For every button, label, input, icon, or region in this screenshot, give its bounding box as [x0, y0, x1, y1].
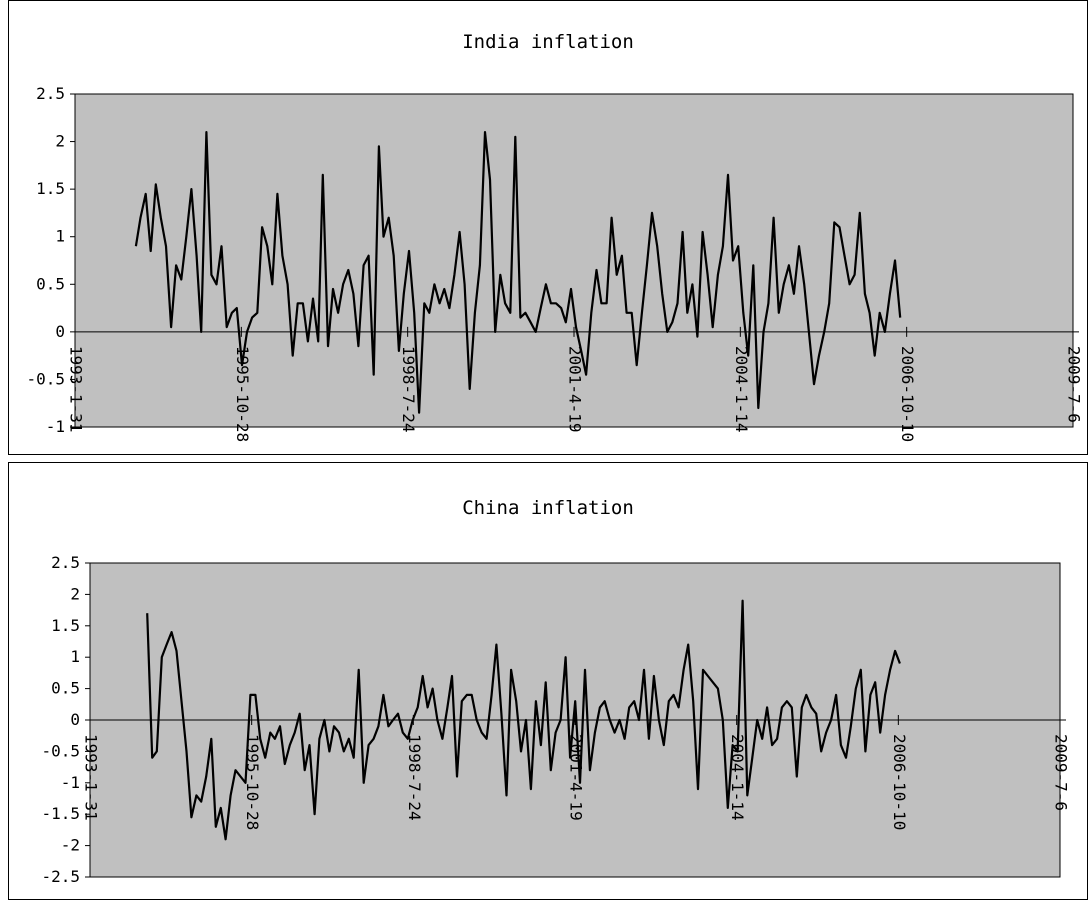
x-tick-label: 2004-1-14 — [728, 734, 747, 821]
y-tick-label: 2.5 — [51, 553, 80, 572]
y-tick-label: 0.5 — [51, 679, 80, 698]
y-tick-label: -2 — [61, 836, 80, 855]
y-tick-label: 1 — [70, 647, 80, 666]
y-tick-label: -1.5 — [41, 804, 80, 823]
y-tick-label: -1 — [46, 417, 65, 436]
x-tick-label: 2004-1-14 — [732, 346, 751, 433]
y-tick-label: 1 — [55, 227, 65, 246]
y-tick-label: 0 — [55, 322, 65, 341]
series-line — [146, 599, 901, 841]
y-tick-label: -0.5 — [26, 369, 65, 388]
y-tick-label: -1 — [61, 773, 80, 792]
x-tick-label: 2006-10-10 — [890, 734, 909, 830]
plot-area — [74, 93, 1074, 428]
y-tick-label: 1.5 — [36, 179, 65, 198]
x-tick-label: 1998-7-24 — [405, 734, 424, 821]
y-tick-label: 0.5 — [36, 274, 65, 293]
india-plot: 2.5 2 1.5 1 0.5 0 -0.5 -1 1993-1-31 1995-10-28 199… — [26, 84, 1084, 442]
china-plot: 2.5 2 1.5 1 0.5 0 -0.5 -1 -1.5 -2 -2.5 1993-1-31 199… — [41, 553, 1071, 886]
india-chart: India inflation 2.5 2 1.5 1 0.5 0 -0.5 -1 1993-1… — [8, 0, 1088, 455]
x-tick-label: 2009-7-6 — [1065, 346, 1084, 423]
y-tick-label: 2 — [55, 132, 65, 151]
x-tick-label: 2001-4-19 — [566, 346, 585, 433]
y-tick-label: 1.5 — [51, 616, 80, 635]
series-line — [134, 131, 902, 414]
x-tick-label: 1993-1-31 — [67, 346, 86, 433]
y-tick-label: -2.5 — [41, 867, 80, 886]
chart-title: India inflation — [462, 31, 634, 53]
x-tick-label: 1995-10-28 — [233, 346, 252, 442]
x-tick-label: 1998-7-24 — [399, 346, 418, 433]
y-tick-label: 2 — [70, 584, 80, 603]
y-tick-label: 2.5 — [36, 84, 65, 103]
x-tick-label: 1993-1-31 — [82, 734, 101, 821]
y-tick-label: 0 — [70, 710, 80, 729]
y-tick-label: -0.5 — [41, 741, 80, 760]
x-tick-label: 2006-10-10 — [898, 346, 917, 442]
x-tick-label: 2009-7-6 — [1052, 734, 1071, 811]
chart-title: China inflation — [462, 497, 634, 519]
china-chart: China inflation 2.5 2 1.5 1 0.5 0 -0.5 -1 -1.5 -2… — [8, 462, 1088, 900]
